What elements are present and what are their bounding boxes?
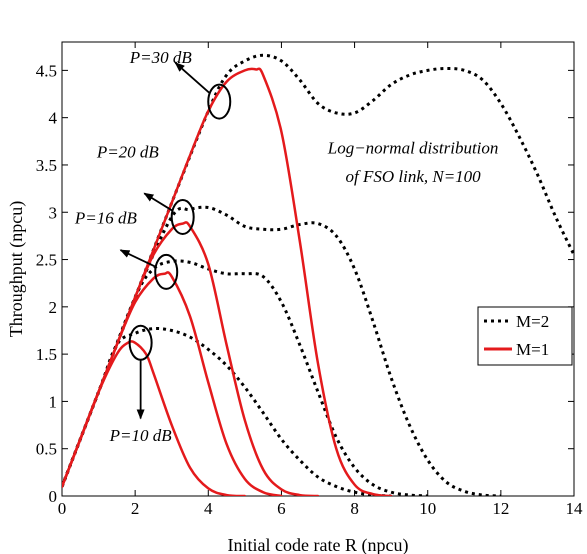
y-tick-label: 3 — [49, 203, 58, 222]
y-tick-label: 4.5 — [36, 61, 57, 80]
axis-ticks: 0 2 4 6 8 10 12 14 0 0.5 1 1.5 2 2.5 3 3.5 4 4.5 — [36, 42, 583, 518]
annotation-arrow — [143, 192, 173, 212]
x-tick-label: 6 — [277, 499, 286, 518]
x-tick-label: 2 — [131, 499, 140, 518]
annotation-label: P=10 dB — [109, 426, 173, 445]
x-tick-label: 14 — [566, 499, 584, 518]
annotation-circle — [207, 83, 232, 120]
y-tick-label: 1.5 — [36, 345, 57, 364]
y-tick-label: 2.5 — [36, 251, 57, 270]
y-tick-label: 3.5 — [36, 156, 57, 175]
x-axis-label: Initial code rate R (npcu) — [228, 535, 409, 554]
legend-box — [477, 306, 573, 366]
y-tick-label: 1 — [49, 392, 58, 411]
annotation-label: P=20 dB — [96, 142, 160, 161]
annotation-arrow — [119, 249, 157, 268]
x-tick-label: 8 — [350, 499, 359, 518]
series-line-m2-20db — [62, 205, 501, 496]
y-axis-label: Throughput (npcu) — [6, 201, 27, 337]
annotation-circle — [154, 253, 179, 290]
series-line-m2-16db — [62, 259, 428, 496]
y-tick-label: 4 — [49, 109, 58, 128]
annotation-layer: Log−normal distribution of FSO link, N=10… — [74, 48, 499, 445]
annotation-arrow — [174, 62, 211, 94]
annotation-label: P=16 dB — [74, 209, 138, 228]
x-tick-label: 12 — [492, 499, 509, 518]
annotation-label: P=30 dB — [129, 48, 193, 67]
y-tick-label: 0 — [49, 487, 58, 506]
legend-label-m1: M=1 — [516, 340, 549, 359]
y-tick-label: 0.5 — [36, 440, 57, 459]
series-layer — [62, 53, 574, 496]
annotation-label: Log−normal distribution — [327, 139, 499, 158]
series-line-m2-10db — [62, 326, 392, 496]
annotation-label: of FSO link, N=100 — [345, 167, 481, 186]
series-line-m1-10db — [62, 340, 247, 496]
x-tick-label: 4 — [204, 499, 213, 518]
x-tick-label: 10 — [419, 499, 436, 518]
legend-label-m2: M=2 — [516, 312, 549, 331]
annotation-circle — [170, 198, 195, 235]
legend: M=2 M=1 — [477, 306, 573, 366]
y-tick-label: 2 — [49, 298, 58, 317]
series-group — [62, 53, 574, 496]
x-tick-label: 0 — [58, 499, 67, 518]
